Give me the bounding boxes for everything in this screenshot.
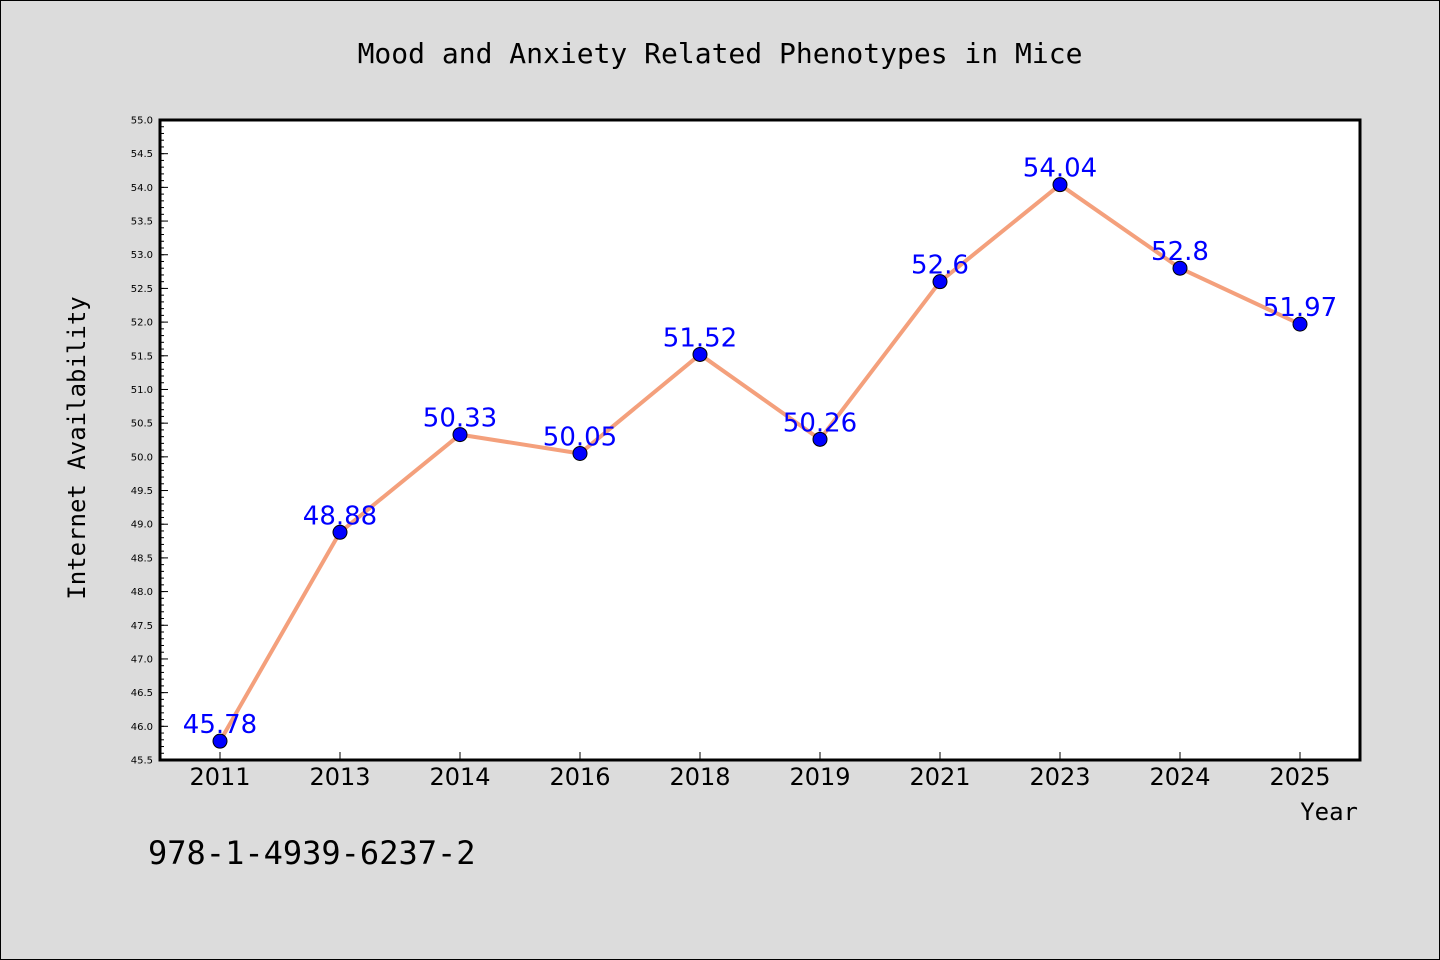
chart-title: Mood and Anxiety Related Phenotypes in M… bbox=[358, 37, 1083, 70]
y-tick-label: 45.5 bbox=[131, 756, 153, 767]
y-tick-label: 47.5 bbox=[131, 621, 153, 632]
y-tick-label: 47.0 bbox=[131, 654, 153, 665]
y-tick-label: 51.5 bbox=[131, 351, 153, 362]
x-tick-label: 2023 bbox=[1029, 763, 1090, 791]
y-axis: 45.5 46.0 46.5 47.0 47.5 48.0 48.5 49.0 49.5 50.0… bbox=[131, 116, 168, 767]
series-line bbox=[218, 182, 1301, 743]
data-point bbox=[932, 274, 948, 290]
y-tick-label: 46.0 bbox=[131, 722, 153, 733]
data-label: 48.88 bbox=[303, 501, 377, 531]
x-tick-label: 2021 bbox=[909, 763, 970, 791]
data-label: 50.33 bbox=[423, 404, 497, 434]
y-tick-label: 52.0 bbox=[131, 318, 153, 329]
y-tick-label: 49.5 bbox=[131, 486, 153, 497]
y-tick-label: 51.0 bbox=[131, 385, 153, 396]
y-tick-label: 54.5 bbox=[131, 149, 153, 160]
y-tick-label: 53.5 bbox=[131, 217, 153, 228]
y-tick-label: 50.0 bbox=[131, 452, 153, 463]
data-label: 54.04 bbox=[1023, 154, 1097, 184]
data-point bbox=[1172, 260, 1188, 276]
data-label: 51.97 bbox=[1263, 293, 1337, 323]
data-label: 52.6 bbox=[911, 251, 969, 281]
x-tick-label: 2024 bbox=[1149, 763, 1210, 791]
x-tick-label: 2018 bbox=[669, 763, 730, 791]
plot-area bbox=[158, 118, 1362, 762]
x-axis-label: Year bbox=[1300, 798, 1358, 826]
x-tick-label: 2016 bbox=[549, 763, 610, 791]
data-point bbox=[332, 524, 348, 540]
y-tick-label: 48.0 bbox=[131, 587, 153, 598]
data-point bbox=[1292, 316, 1308, 332]
data-point bbox=[812, 431, 828, 447]
data-label: 45.78 bbox=[183, 710, 257, 740]
data-labels-group: 45.78 48.88 50.33 50.05 51.52 50.26 52.6 54.04 5… bbox=[183, 154, 1337, 740]
data-point bbox=[1052, 177, 1068, 193]
x-tick-label: 2013 bbox=[309, 763, 370, 791]
y-axis-label: Internet Availability bbox=[63, 296, 91, 599]
data-points-group bbox=[212, 177, 1308, 749]
data-point bbox=[572, 445, 588, 461]
x-tick-label: 2011 bbox=[189, 763, 250, 791]
data-label: 52.8 bbox=[1151, 237, 1209, 267]
y-tick-label: 48.5 bbox=[131, 553, 153, 564]
data-point bbox=[212, 733, 228, 749]
footer-code: 978-1-4939-6237-2 bbox=[148, 834, 476, 872]
y-tick-label: 54.0 bbox=[131, 183, 153, 194]
data-label: 50.05 bbox=[543, 422, 617, 452]
x-tick-label: 2025 bbox=[1269, 763, 1330, 791]
y-tick-label: 55.0 bbox=[131, 116, 153, 127]
x-tick-label: 2014 bbox=[429, 763, 490, 791]
y-tick-label: 50.5 bbox=[131, 419, 153, 430]
y-tick-label: 49.0 bbox=[131, 520, 153, 531]
data-point bbox=[452, 427, 468, 443]
data-label: 50.26 bbox=[783, 408, 857, 438]
y-tick-label: 53.0 bbox=[131, 250, 153, 261]
x-axis: 2011 2013 2014 2016 2018 2019 2021 2023 2024 2025 bbox=[189, 752, 1331, 791]
data-label: 51.52 bbox=[663, 323, 737, 353]
y-tick-label: 46.5 bbox=[131, 688, 153, 699]
y-tick-label: 52.5 bbox=[131, 284, 153, 295]
x-tick-label: 2019 bbox=[789, 763, 850, 791]
data-point bbox=[692, 346, 708, 362]
series-line-group bbox=[218, 182, 1301, 743]
